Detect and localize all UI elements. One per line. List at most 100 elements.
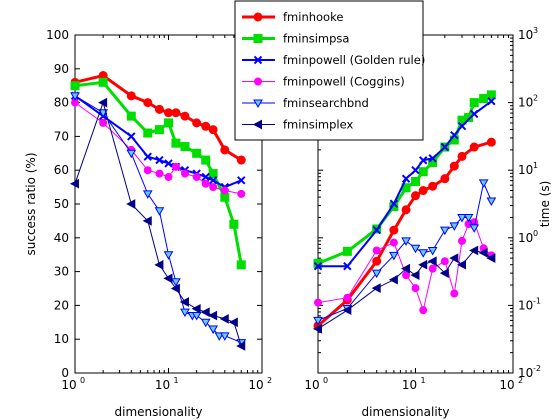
x-tick-exponent: 0 bbox=[80, 376, 85, 385]
data-point bbox=[127, 132, 136, 141]
data-point bbox=[219, 314, 229, 324]
data-point bbox=[171, 108, 181, 118]
data-point bbox=[411, 165, 420, 175]
data-point bbox=[343, 261, 352, 271]
data-point bbox=[449, 253, 459, 263]
data-point bbox=[154, 207, 165, 216]
y-tick-exponent: 1 bbox=[533, 161, 538, 170]
series-fminhooke bbox=[313, 137, 496, 331]
data-point bbox=[389, 251, 399, 261]
data-point bbox=[419, 306, 428, 315]
legend-marker bbox=[253, 12, 263, 22]
data-point bbox=[180, 111, 190, 121]
data-point bbox=[402, 271, 411, 280]
legend: fminhooke fminsimpsa fminpowell (Golden ru… bbox=[234, 0, 425, 141]
data-point bbox=[440, 142, 450, 152]
y-tick-label: 100 bbox=[46, 28, 69, 42]
data-point bbox=[180, 142, 190, 152]
data-point bbox=[163, 273, 173, 284]
y-tick-label: 80 bbox=[54, 96, 69, 110]
data-point bbox=[236, 155, 246, 165]
series-fminsimplex bbox=[312, 245, 496, 334]
data-point bbox=[469, 109, 479, 119]
x-tick-label: 10 bbox=[402, 378, 417, 392]
data-point bbox=[143, 98, 153, 108]
y-tick-label: 90 bbox=[54, 62, 69, 76]
data-point bbox=[237, 189, 246, 198]
series-line bbox=[74, 100, 242, 347]
data-point bbox=[155, 169, 164, 178]
series-fminpowell-coggins- bbox=[314, 218, 496, 315]
y-tick-label: 10 bbox=[518, 163, 533, 177]
data-point bbox=[313, 261, 323, 271]
data-point bbox=[143, 166, 152, 175]
data-point bbox=[401, 205, 411, 215]
data-point bbox=[164, 118, 173, 128]
legend-label: fminpowell (Golden rule) bbox=[283, 53, 425, 67]
data-point bbox=[428, 181, 438, 191]
data-point bbox=[155, 155, 164, 165]
data-point bbox=[208, 325, 218, 335]
data-point bbox=[372, 256, 382, 266]
data-point bbox=[450, 289, 459, 298]
y-tick-label: 20 bbox=[54, 298, 69, 312]
data-point bbox=[200, 318, 211, 328]
data-point bbox=[463, 213, 474, 223]
x-tick-label: 10 bbox=[304, 378, 319, 392]
data-point bbox=[440, 257, 449, 266]
data-point bbox=[143, 128, 153, 138]
data-point bbox=[464, 113, 474, 123]
data-point bbox=[343, 293, 352, 302]
data-point bbox=[449, 222, 460, 231]
data-point bbox=[428, 154, 437, 163]
data-point bbox=[201, 172, 210, 182]
legend-marker bbox=[252, 119, 262, 130]
data-point bbox=[410, 244, 421, 254]
data-point bbox=[179, 297, 189, 307]
legend-entry: fminsearchbnd bbox=[242, 96, 369, 110]
data-point bbox=[372, 225, 381, 235]
data-point bbox=[487, 96, 496, 106]
legend-marker bbox=[253, 55, 263, 65]
data-point bbox=[126, 149, 137, 159]
data-point bbox=[70, 81, 80, 91]
data-point bbox=[418, 249, 429, 258]
data-point bbox=[428, 264, 437, 273]
data-point bbox=[219, 332, 230, 341]
data-point bbox=[314, 298, 322, 307]
data-point bbox=[388, 274, 398, 285]
data-point bbox=[427, 256, 437, 267]
data-point bbox=[486, 90, 496, 100]
y-tick-label: 50 bbox=[54, 197, 69, 211]
y-tick-exponent: -2 bbox=[533, 364, 541, 373]
series-fminsearchbnd bbox=[313, 179, 497, 326]
data-point bbox=[456, 259, 467, 270]
data-point bbox=[371, 269, 382, 279]
data-point bbox=[411, 177, 420, 187]
legend-marker bbox=[253, 99, 263, 109]
data-point bbox=[418, 167, 428, 177]
y-tick-exponent: -1 bbox=[533, 296, 541, 305]
legend-box bbox=[234, 0, 424, 141]
legend-entry: fminsimpsa bbox=[242, 32, 349, 46]
data-point bbox=[411, 191, 420, 201]
data-point bbox=[457, 213, 467, 223]
y-tick-label: 10 bbox=[54, 332, 69, 346]
legend-entry: fminpowell (Coggins) bbox=[242, 75, 405, 89]
x-tick-exponent: 2 bbox=[518, 376, 523, 385]
data-point bbox=[469, 224, 480, 233]
x-axis-label: dimensionality bbox=[362, 405, 450, 419]
x-axis-label: dimensionality bbox=[115, 405, 203, 419]
data-point bbox=[201, 179, 210, 188]
data-point bbox=[229, 219, 239, 229]
data-point bbox=[418, 186, 428, 196]
data-point bbox=[70, 92, 80, 101]
y-tick-label: 10 bbox=[518, 231, 533, 245]
data-point bbox=[126, 199, 136, 209]
data-point bbox=[164, 172, 173, 181]
data-point bbox=[208, 125, 218, 135]
data-point bbox=[401, 237, 411, 246]
data-point bbox=[126, 91, 136, 101]
